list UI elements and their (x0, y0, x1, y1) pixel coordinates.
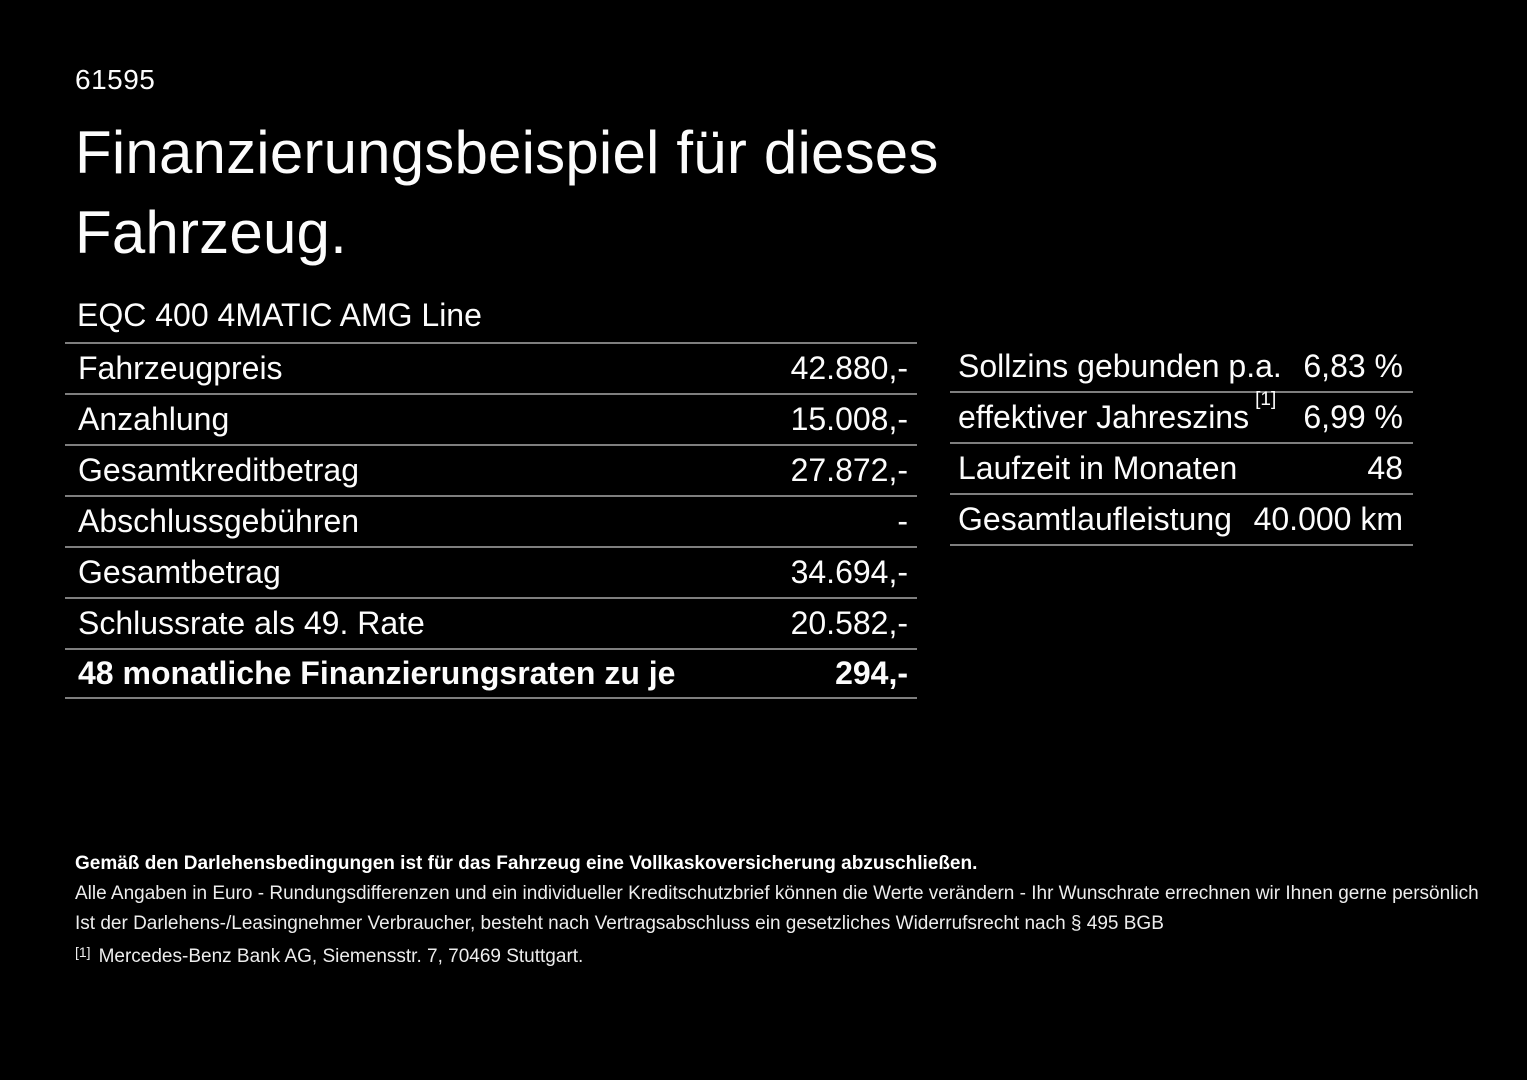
table-row-fahrzeugpreis: Fahrzeugpreis 42.880,- (65, 342, 917, 393)
finance-table: Fahrzeugpreis 42.880,- Anzahlung 15.008,… (65, 342, 917, 699)
row-label: Schlussrate als 49. Rate (78, 605, 425, 641)
row-label: Gesamtbetrag (78, 554, 281, 590)
row-label: Sollzins gebunden p.a. (958, 348, 1282, 384)
vehicle-model: EQC 400 4MATIC AMG Line (77, 297, 482, 333)
euro-rounding-note: Alle Angaben in Euro - Rundungsdifferenz… (75, 883, 1479, 904)
row-value: - (897, 503, 908, 539)
table-row-anzahlung: Anzahlung 15.008,- (65, 393, 917, 444)
row-value: 15.008,- (790, 401, 908, 437)
withdrawal-right-note: Ist der Darlehens-/Leasingnehmer Verbrau… (75, 913, 1164, 934)
conditions-table: Sollzins gebunden p.a. 6,83 % effektiver… (950, 342, 1413, 546)
footnote-text: Mercedes-Benz Bank AG, Siemensstr. 7, 70… (98, 946, 584, 967)
table-row-effektiver-jahreszins: effektiver Jahreszins [1] 6,99 % (950, 389, 1413, 444)
footer-notes: Gemäß den Darlehensbedingungen ist für d… (75, 849, 1495, 972)
row-value: 40.000 km (1253, 501, 1403, 537)
insurance-note: Gemäß den Darlehensbedingungen ist für d… (75, 853, 978, 874)
row-label: Gesamtkreditbetrag (78, 452, 360, 488)
table-row-abschlussgebuehren: Abschlussgebühren - (65, 495, 917, 546)
row-value: 294,- (835, 655, 908, 691)
row-label: effektiver Jahreszins [1] (958, 389, 1276, 436)
row-value: 20.582,- (790, 605, 908, 641)
table-row-laufzeit: Laufzeit in Monaten 48 (950, 444, 1413, 495)
footnote-reference: [1] (1255, 389, 1277, 411)
row-label: 48 monatliche Finanzierungsraten zu je (78, 655, 676, 691)
footnote-marker: [1] (75, 944, 91, 960)
table-row-schlussrate: Schlussrate als 49. Rate 20.582,- (65, 597, 917, 648)
table-row-sollzins: Sollzins gebunden p.a. 6,83 % (950, 342, 1413, 393)
row-value: 6,83 % (1303, 348, 1403, 384)
table-row-monatsrate: 48 monatliche Finanzierungsraten zu je 2… (65, 648, 917, 699)
row-value: 42.880,- (790, 350, 908, 386)
doc-number: 61595 (75, 64, 156, 95)
row-label: Anzahlung (78, 401, 230, 437)
row-label: Fahrzeugpreis (78, 350, 283, 386)
page-title: Finanzierungsbeispiel für dieses Fahrzeu… (75, 119, 939, 266)
table-row-gesamtkreditbetrag: Gesamtkreditbetrag 27.872,- (65, 444, 917, 495)
row-value: 27.872,- (790, 452, 908, 488)
row-label: Abschlussgebühren (78, 503, 360, 539)
row-label: Laufzeit in Monaten (958, 450, 1238, 486)
table-row-gesamtlaufleistung: Gesamtlaufleistung 40.000 km (950, 495, 1413, 546)
row-value: 48 (1367, 450, 1403, 486)
row-label-text: effektiver Jahreszins (958, 399, 1250, 435)
row-label: Gesamtlaufleistung (958, 501, 1232, 537)
row-value: 34.694,- (790, 554, 908, 590)
table-row-gesamtbetrag: Gesamtbetrag 34.694,- (65, 546, 917, 597)
row-value: 6,99 % (1303, 399, 1403, 435)
bank-footnote: [1] Mercedes-Benz Bank AG, Siemensstr. 7,… (75, 942, 1495, 972)
